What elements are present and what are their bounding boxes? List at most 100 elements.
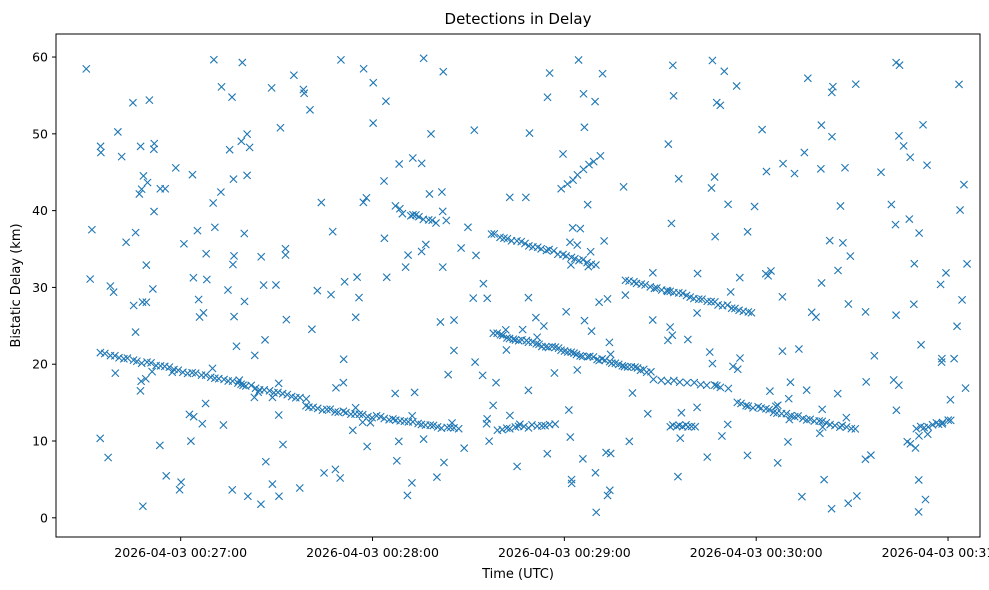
track-point — [669, 376, 678, 385]
track-point — [178, 368, 187, 377]
detection-point — [936, 280, 945, 289]
y-axis-label: Bistatic Delay (km) — [9, 223, 24, 347]
track-point — [646, 282, 655, 291]
detection-point — [861, 455, 870, 464]
track-point — [408, 417, 417, 426]
track-point — [100, 349, 109, 358]
detection-point — [313, 286, 322, 295]
detection-point — [306, 105, 314, 114]
detection-point — [762, 167, 771, 176]
detection-point — [825, 236, 834, 245]
detection-point — [208, 364, 217, 373]
detection-point — [442, 216, 451, 225]
detection-point — [143, 178, 152, 187]
x-tick-label: 2026-04-03 00:30:00 — [690, 545, 823, 560]
detection-point — [666, 323, 675, 332]
detection-point — [586, 247, 595, 256]
detection-point — [185, 410, 194, 419]
detection-point — [842, 413, 851, 422]
detection-point — [909, 300, 918, 309]
track-point — [251, 384, 260, 393]
detection-point — [492, 378, 501, 387]
detection-point — [320, 468, 329, 477]
detection-point — [827, 132, 836, 141]
detection-point — [567, 475, 576, 484]
track-point — [838, 421, 847, 430]
detection-point — [758, 125, 767, 134]
track-point — [380, 414, 389, 423]
track-point — [570, 254, 579, 263]
detection-point — [566, 433, 575, 442]
track-point — [806, 415, 815, 424]
detection-point — [138, 502, 147, 511]
detection-point — [566, 260, 575, 269]
detection-point — [353, 273, 362, 282]
detection-point — [643, 409, 652, 418]
detection-point — [189, 273, 198, 282]
detection-point — [404, 251, 413, 260]
track-point — [938, 418, 947, 427]
detection-point — [471, 358, 480, 367]
detection-point — [250, 351, 259, 360]
detection-point — [525, 129, 534, 138]
detection-point — [861, 307, 870, 316]
detection-point — [240, 229, 249, 238]
track-point — [744, 402, 753, 411]
track-point — [589, 353, 598, 361]
detection-point — [394, 437, 403, 446]
detection-point — [693, 269, 702, 278]
detection-point — [539, 322, 548, 330]
track-point — [627, 362, 636, 371]
detection-point — [142, 298, 151, 307]
detection-point — [899, 141, 908, 150]
track-point — [641, 280, 650, 289]
detection-point — [408, 154, 417, 162]
track-point — [569, 176, 578, 185]
detection-point — [817, 121, 826, 130]
track-point — [794, 412, 803, 420]
detection-point — [340, 277, 349, 286]
detection-point — [117, 152, 126, 161]
track-point — [631, 363, 640, 372]
detection-point — [726, 287, 735, 296]
detection-point — [148, 284, 157, 293]
track-point — [646, 367, 655, 376]
detection-point — [917, 340, 926, 349]
track-point — [690, 378, 699, 387]
detection-point — [398, 209, 407, 218]
detection-point — [815, 429, 824, 438]
detection-point — [331, 383, 340, 392]
track-point — [649, 375, 658, 384]
detection-point — [198, 419, 207, 428]
detection-point — [137, 377, 146, 386]
detection-point — [281, 251, 290, 259]
detection-point — [606, 449, 615, 458]
track-point — [201, 371, 210, 380]
detection-point — [710, 173, 719, 182]
detection-point — [773, 458, 782, 467]
detection-point — [817, 278, 826, 287]
detection-point — [162, 471, 171, 480]
detection-point — [193, 226, 202, 235]
track-point — [830, 421, 839, 430]
detection-point — [327, 290, 336, 299]
detection-point — [139, 171, 148, 180]
detection-point — [505, 411, 514, 420]
detection-point — [786, 378, 795, 387]
detection-point — [417, 247, 426, 256]
detection-point — [104, 453, 113, 462]
track-point — [545, 245, 554, 254]
track-point — [542, 246, 551, 255]
detection-point — [735, 273, 744, 282]
detection-point — [219, 421, 228, 429]
track-point — [537, 421, 546, 430]
detection-point — [438, 207, 447, 216]
axes-frame — [55, 33, 981, 538]
track-point — [563, 348, 572, 357]
y-tick-label: 40 — [32, 203, 48, 218]
detection-point — [591, 97, 600, 106]
track-point — [822, 418, 831, 427]
detection-point — [289, 71, 298, 80]
track-point — [191, 369, 200, 378]
detection-point — [328, 227, 337, 236]
